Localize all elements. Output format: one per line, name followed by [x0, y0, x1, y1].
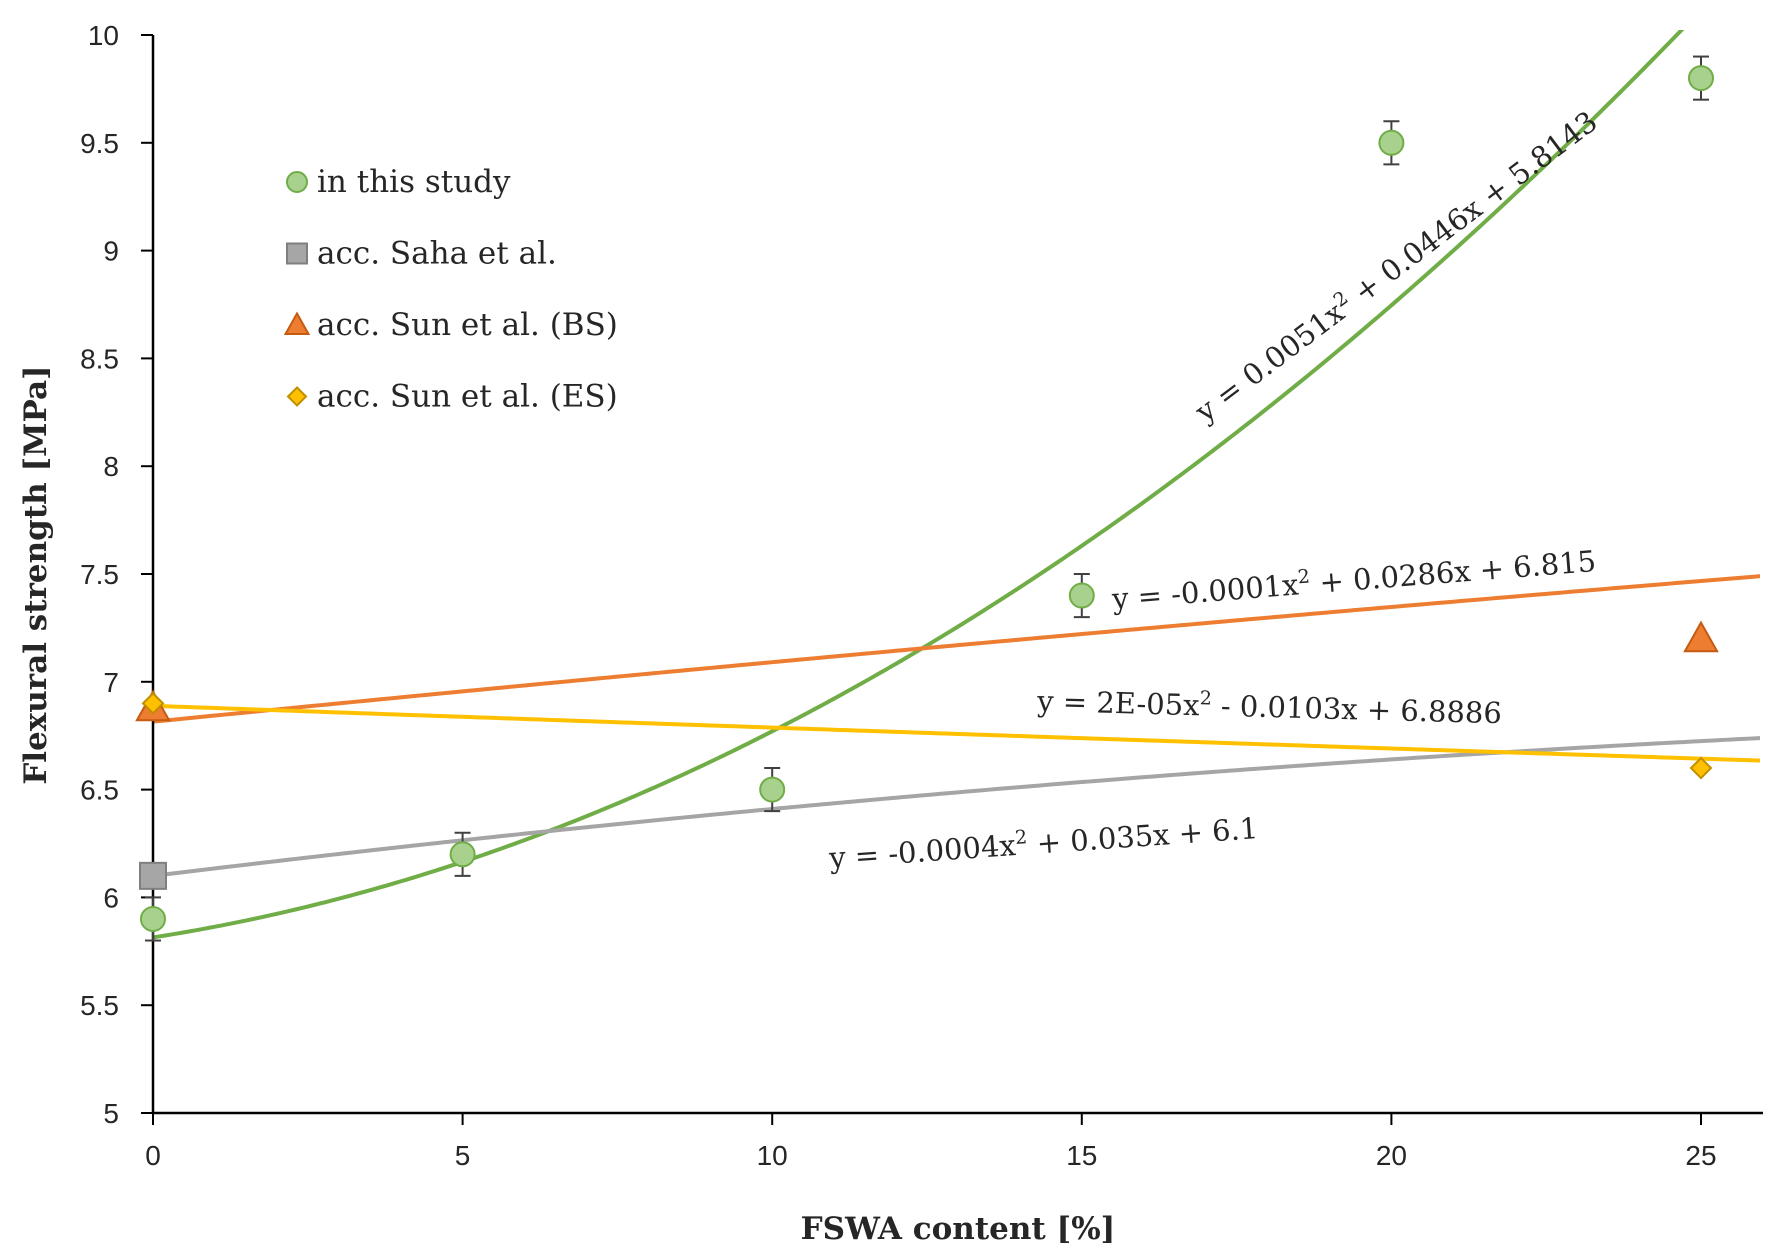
trendline-series-0	[152, 30, 1685, 940]
trendlines	[152, 30, 1760, 940]
data-point-series-0	[449, 841, 476, 868]
x-tick-label: 20	[1376, 1140, 1407, 1171]
y-tick-label: 10	[88, 20, 119, 51]
data-point-series-2	[1683, 620, 1719, 653]
legend-label: acc. Sun et al. (BS)	[317, 307, 618, 343]
data-point-series-3	[1689, 756, 1713, 780]
y-tick-label: 9.5	[80, 128, 119, 159]
x-axis-title: FSWA content [%]	[801, 1211, 1116, 1247]
y-tick-label: 7.5	[80, 559, 119, 590]
y-tick-label: 6.5	[80, 775, 119, 806]
y-axis-ticks: 5 5.5 6 6.5 7 7.5 8 8.5 9 9.5 10	[80, 20, 153, 1129]
x-tick-label: 25	[1685, 1140, 1716, 1171]
data-point-series-0	[1068, 582, 1095, 609]
data-point-series-1	[139, 861, 167, 890]
y-tick-label: 5.5	[80, 990, 119, 1021]
equation-label-sun-es: y = 2E-05x2 - 0.0103x + 6.8886	[1036, 683, 1502, 730]
x-axis-ticks: 0 5 10 15 20 25	[145, 1113, 1717, 1171]
y-tick-label: 6	[103, 882, 119, 913]
y-tick-label: 5	[103, 1098, 119, 1129]
legend-label: acc. Saha et al.	[317, 236, 557, 272]
legend-marker	[283, 311, 311, 335]
y-tick-label: 7	[103, 667, 119, 698]
legend: in this study acc. Saha et al. acc. Sun et…	[283, 164, 618, 415]
trendline-series-3	[152, 703, 1760, 763]
x-tick-label: 10	[757, 1140, 788, 1171]
legend-marker	[286, 386, 308, 407]
data-point-series-0	[140, 905, 166, 932]
data-markers	[135, 65, 1719, 932]
legend-label: acc. Sun et al. (ES)	[317, 379, 618, 415]
y-axis-title: Flexural strength [MPa]	[18, 365, 54, 784]
x-tick-label: 0	[145, 1140, 161, 1171]
legend-label: in this study	[317, 164, 511, 200]
x-tick-label: 5	[455, 1140, 471, 1171]
y-tick-label: 8.5	[80, 343, 119, 374]
y-tick-label: 9	[103, 236, 119, 267]
data-point-series-3	[141, 691, 165, 715]
data-point-series-0	[1688, 65, 1714, 92]
legend-marker	[286, 171, 308, 193]
y-tick-label: 8	[103, 451, 119, 482]
trendline-series-2	[152, 574, 1760, 724]
x-tick-label: 15	[1066, 1140, 1097, 1171]
data-point-series-0	[1378, 129, 1405, 156]
legend-marker	[286, 242, 308, 265]
data-point-series-0	[759, 776, 786, 803]
